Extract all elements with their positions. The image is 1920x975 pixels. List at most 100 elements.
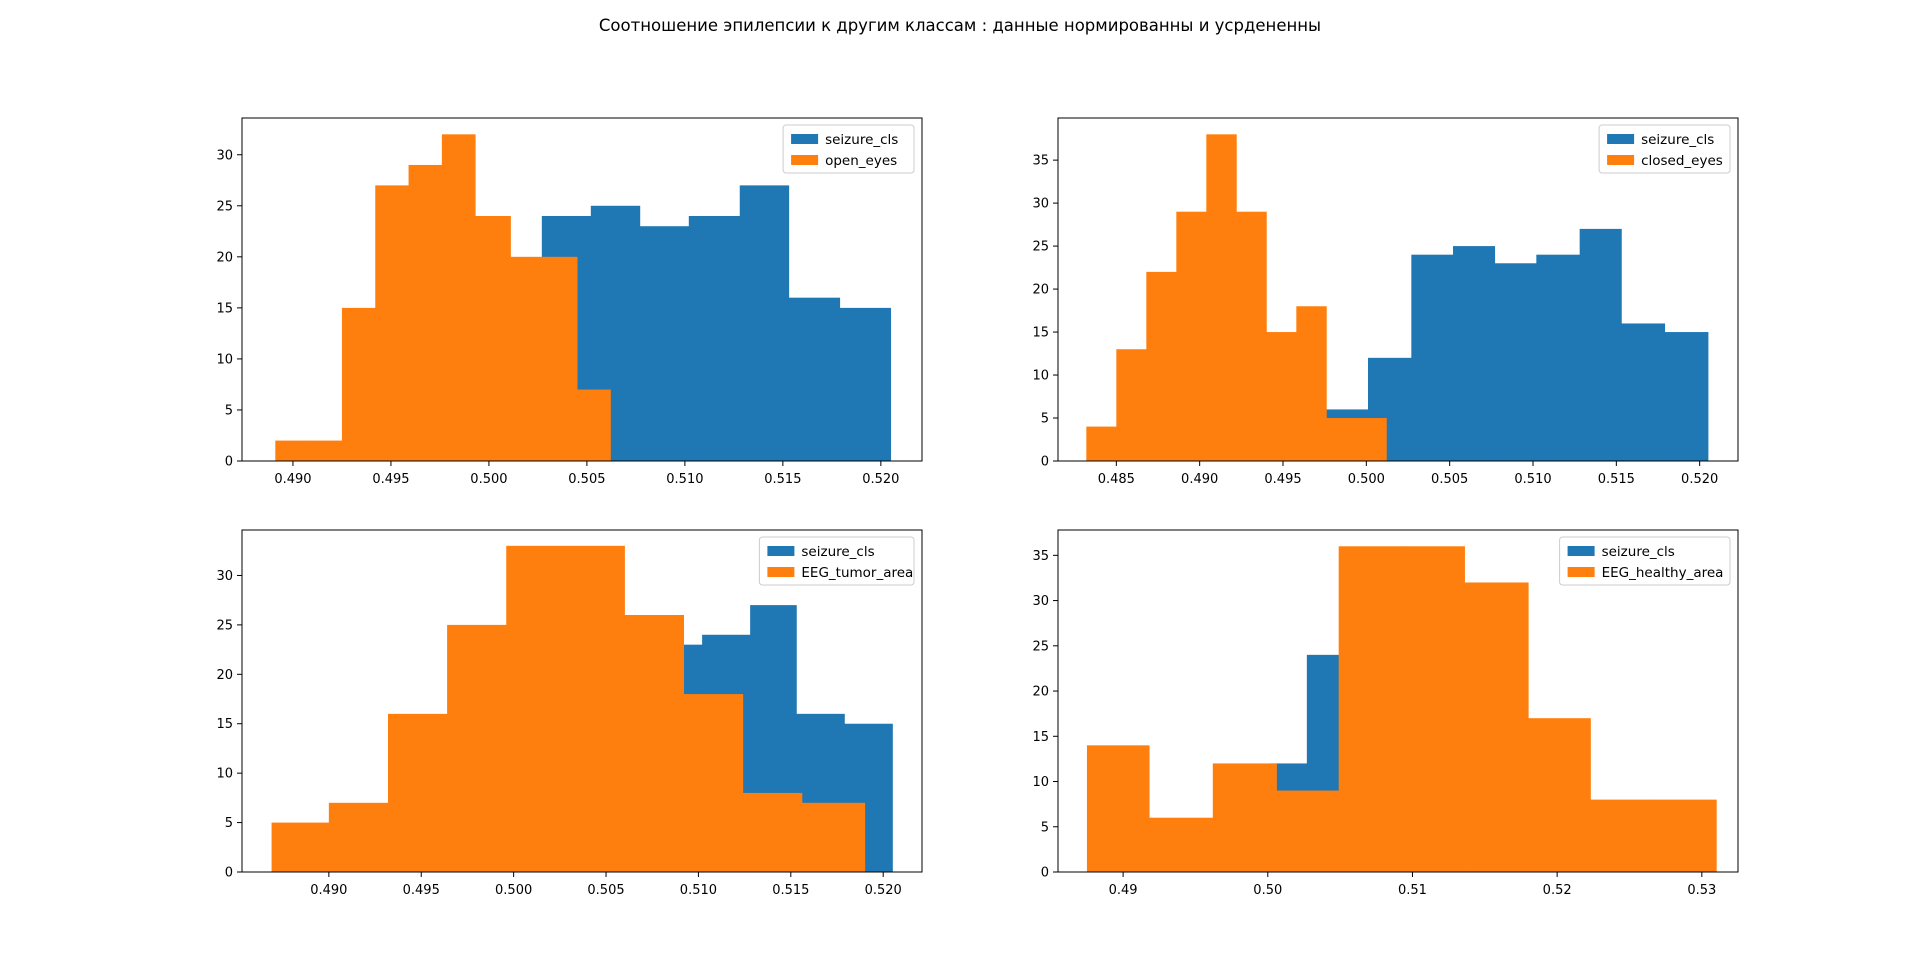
bar-open_eyes-6 xyxy=(475,216,511,461)
axes-frame xyxy=(241,117,923,462)
bar-seizure_cls-8 xyxy=(1664,332,1709,461)
x-tick-label: 0.49 xyxy=(1109,883,1138,898)
y-tick-label: 20 xyxy=(216,250,233,265)
bar-EEG_healthy_area-5 xyxy=(1402,546,1465,872)
legend-swatch-closed_eyes xyxy=(1607,155,1635,165)
y-tick-label: 5 xyxy=(1041,412,1049,427)
x-tick-label: 0.515 xyxy=(1598,472,1635,487)
x-tick-label: 0.490 xyxy=(1181,472,1218,487)
x-tick-label: 0.495 xyxy=(1264,472,1301,487)
y-tick-label: 20 xyxy=(1032,685,1049,700)
x-tick-label: 0.495 xyxy=(372,472,409,487)
y-tick-label: 15 xyxy=(216,301,233,316)
legend-box xyxy=(1559,536,1731,586)
y-tick-label: 30 xyxy=(216,148,233,163)
series-closed_eyes xyxy=(1086,134,1387,461)
figure-title: Соотношение эпилепсии к другим классам :… xyxy=(598,16,1322,35)
x-tick-label: 0.510 xyxy=(680,883,717,898)
subplot-4: 0.49 0.50 0.51 0.52 0.53 0 5 10 15 20 25 30 35 seizur… xyxy=(1032,529,1739,898)
bar-seizure_cls-7 xyxy=(1621,323,1666,461)
bar-EEG_healthy_area-2 xyxy=(1212,763,1277,872)
y-tick-label: 10 xyxy=(1032,775,1049,790)
bar-EEG_tumor_area-0 xyxy=(271,822,330,872)
x-tick-label: 0.490 xyxy=(310,883,347,898)
x-tick-label: 0.505 xyxy=(1431,472,1468,487)
legend-label-EEG_healthy_area: EEG_healthy_area xyxy=(1602,565,1724,581)
x-tick-label: 0.520 xyxy=(862,472,899,487)
series-seizure_cls xyxy=(541,185,892,462)
x-tick-label: 0.495 xyxy=(403,883,440,898)
y-tick-label: 35 xyxy=(1032,154,1049,169)
subplot-2: 0.485 0.490 0.495 0.500 0.505 0.510 0.515 0.520… xyxy=(1032,117,1739,487)
legend-swatch-seizure_cls xyxy=(1567,546,1595,556)
bar-EEG_tumor_area-4 xyxy=(506,545,566,872)
x-tick-label: 0.505 xyxy=(568,472,605,487)
legend: seizure_cls closed_eyes xyxy=(1598,124,1731,174)
bar-closed_eyes-3 xyxy=(1176,211,1207,461)
bar-closed_eyes-9 xyxy=(1356,418,1387,461)
bar-EEG_healthy_area-4 xyxy=(1338,546,1403,872)
bar-seizure_cls-2 xyxy=(639,226,690,461)
bar-closed_eyes-8 xyxy=(1326,418,1357,461)
legend-label-EEG_tumor_area: EEG_tumor_area xyxy=(801,565,913,581)
x-tick-label: 0.510 xyxy=(666,472,703,487)
x-tick-label: 0.485 xyxy=(1098,472,1135,487)
x-tick-label: 0.53 xyxy=(1687,883,1716,898)
y-tick-label: 15 xyxy=(1032,326,1049,341)
y-tick-label: 25 xyxy=(1032,240,1049,255)
bar-EEG_tumor_area-6 xyxy=(624,615,685,872)
bar-closed_eyes-7 xyxy=(1296,306,1327,461)
legend-label-seizure_cls: seizure_cls xyxy=(825,132,898,148)
legend-swatch-open_eyes xyxy=(791,155,819,165)
bar-open_eyes-9 xyxy=(577,389,611,461)
bar-EEG_healthy_area-9 xyxy=(1654,799,1717,872)
bar-closed_eyes-5 xyxy=(1236,211,1267,461)
bar-EEG_healthy_area-8 xyxy=(1590,799,1655,872)
y-tick-label: 0 xyxy=(1041,455,1049,470)
bar-open_eyes-0 xyxy=(275,440,310,461)
x-tick-label: 0.515 xyxy=(772,883,809,898)
bar-closed_eyes-0 xyxy=(1086,426,1117,461)
y-tick-label: 15 xyxy=(216,717,233,732)
y-tick-label: 15 xyxy=(1032,730,1049,745)
bar-EEG_tumor_area-7 xyxy=(683,694,744,872)
y-tick-label: 25 xyxy=(216,199,233,214)
legend-swatch-seizure_cls xyxy=(1607,134,1635,144)
bar-EEG_tumor_area-2 xyxy=(387,713,448,872)
bar-seizure_cls-4 xyxy=(1494,263,1537,461)
bar-open_eyes-7 xyxy=(510,256,545,461)
bar-open_eyes-1 xyxy=(308,440,343,461)
series-EEG_tumor_area xyxy=(271,545,866,872)
legend-label-seizure_cls: seizure_cls xyxy=(801,544,874,560)
bar-seizure_cls-2 xyxy=(1411,254,1454,461)
bar-seizure_cls-6 xyxy=(1579,228,1622,461)
y-tick-label: 30 xyxy=(1032,197,1049,212)
y-tick-label: 5 xyxy=(225,816,233,831)
y-tick-label: 0 xyxy=(225,866,233,881)
legend-swatch-seizure_cls xyxy=(791,134,819,144)
x-tick-label: 0.505 xyxy=(587,883,624,898)
series-open_eyes xyxy=(275,134,611,462)
subplot-1: 0.490 0.495 0.500 0.505 0.510 0.515 0.520 0 5 10 1… xyxy=(216,117,923,487)
bar-seizure_cls-3 xyxy=(1453,246,1496,461)
x-tick-label: 0.500 xyxy=(495,883,532,898)
y-tick-label: 25 xyxy=(1032,639,1049,654)
y-tick-label: 5 xyxy=(225,403,233,418)
bar-closed_eyes-4 xyxy=(1206,134,1237,461)
y-tick-label: 5 xyxy=(1041,820,1049,835)
y-tick-label: 30 xyxy=(1032,594,1049,609)
y-tick-label: 10 xyxy=(216,767,233,782)
bar-open_eyes-2 xyxy=(341,307,376,462)
subplot-3: 0.490 0.495 0.500 0.505 0.510 0.515 0.520 0 5 10 1… xyxy=(216,529,923,898)
bar-closed_eyes-1 xyxy=(1116,349,1147,461)
legend-box xyxy=(758,536,915,586)
legend-swatch-EEG_tumor_area xyxy=(767,567,795,577)
bar-EEG_healthy_area-0 xyxy=(1086,745,1150,872)
x-tick-label: 0.500 xyxy=(1348,472,1385,487)
bar-EEG_healthy_area-6 xyxy=(1464,582,1529,872)
bar-seizure_cls-3 xyxy=(688,216,741,461)
y-tick-label: 0 xyxy=(225,455,233,470)
bar-EEG_tumor_area-9 xyxy=(801,802,866,872)
legend-swatch-seizure_cls xyxy=(767,546,795,556)
